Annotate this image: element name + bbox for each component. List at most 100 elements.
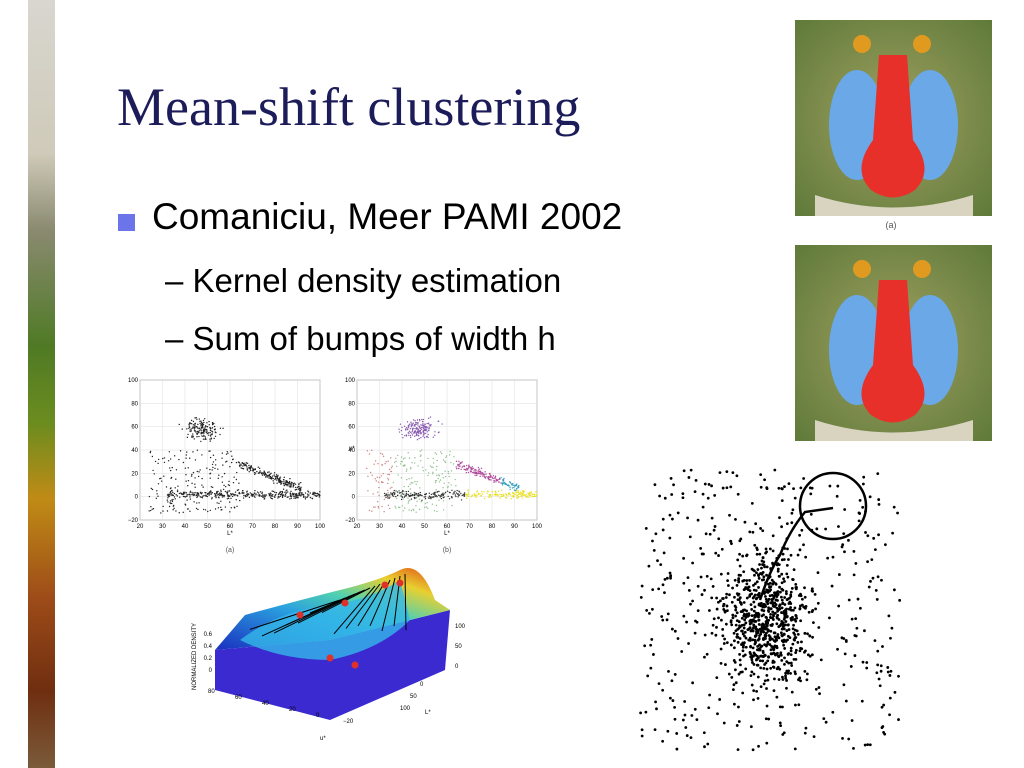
dot bbox=[217, 468, 219, 470]
dot bbox=[390, 457, 392, 459]
dot bbox=[367, 475, 369, 478]
dot bbox=[830, 584, 834, 588]
dot bbox=[770, 637, 774, 641]
dot bbox=[272, 477, 274, 480]
dot bbox=[395, 457, 397, 459]
dot bbox=[775, 695, 779, 699]
dot bbox=[436, 510, 438, 513]
dot bbox=[319, 490, 321, 493]
dot bbox=[721, 634, 725, 638]
dot bbox=[861, 660, 865, 664]
dot bbox=[468, 465, 470, 468]
dot bbox=[428, 495, 431, 497]
dot bbox=[877, 502, 881, 506]
dot bbox=[710, 484, 713, 488]
dot bbox=[645, 609, 649, 612]
dot bbox=[216, 492, 218, 494]
dot bbox=[670, 627, 674, 631]
dot bbox=[489, 472, 491, 475]
dot bbox=[435, 489, 437, 491]
dot bbox=[496, 479, 499, 482]
dot bbox=[712, 528, 716, 532]
dot bbox=[886, 666, 890, 669]
dot bbox=[221, 509, 223, 511]
dot bbox=[419, 426, 421, 429]
dot bbox=[877, 677, 881, 681]
dot bbox=[499, 497, 501, 499]
dot bbox=[401, 426, 403, 429]
dot bbox=[169, 491, 171, 494]
dot bbox=[716, 712, 719, 716]
dot bbox=[517, 486, 520, 489]
dot bbox=[792, 568, 796, 572]
dot bbox=[647, 564, 651, 568]
dot bbox=[886, 670, 890, 674]
dot bbox=[755, 613, 759, 616]
dot bbox=[671, 699, 675, 702]
dot bbox=[402, 464, 404, 467]
dot bbox=[450, 470, 453, 472]
dot bbox=[474, 474, 476, 477]
dot bbox=[782, 611, 786, 615]
eye bbox=[913, 35, 931, 53]
dot bbox=[490, 479, 492, 481]
dot bbox=[300, 481, 302, 484]
dot bbox=[880, 578, 883, 582]
dot bbox=[877, 533, 880, 537]
dot bbox=[739, 670, 743, 674]
dot bbox=[206, 495, 209, 498]
dot bbox=[254, 496, 256, 498]
dot bbox=[211, 423, 214, 426]
dot bbox=[812, 621, 815, 625]
dot bbox=[418, 431, 420, 434]
dot bbox=[858, 512, 862, 515]
dot bbox=[481, 490, 483, 493]
dot bbox=[780, 658, 784, 662]
dot bbox=[463, 494, 466, 496]
dot bbox=[182, 495, 185, 498]
dot bbox=[765, 624, 769, 628]
dot bbox=[230, 507, 233, 509]
mode-path bbox=[357, 581, 386, 627]
dot bbox=[209, 491, 211, 493]
dot bbox=[745, 579, 749, 582]
dot bbox=[780, 627, 784, 631]
dot bbox=[414, 419, 416, 422]
dot bbox=[517, 495, 520, 498]
dot bbox=[389, 487, 391, 489]
dot bbox=[499, 493, 501, 496]
dot bbox=[383, 498, 386, 501]
dot bbox=[474, 468, 476, 471]
dot bbox=[402, 498, 404, 500]
dot bbox=[805, 678, 809, 682]
dot bbox=[270, 472, 272, 475]
dot bbox=[773, 631, 777, 635]
dot bbox=[719, 572, 723, 576]
dot bbox=[263, 495, 265, 497]
dot bbox=[157, 495, 159, 497]
dot bbox=[762, 609, 766, 613]
dot bbox=[873, 639, 877, 643]
mode-path bbox=[297, 591, 361, 624]
dot bbox=[745, 612, 749, 616]
dot bbox=[500, 495, 502, 498]
dot bbox=[723, 637, 727, 641]
dot bbox=[735, 611, 739, 615]
dot bbox=[441, 473, 443, 475]
dot bbox=[443, 482, 445, 484]
dot bbox=[712, 617, 716, 621]
dot bbox=[421, 418, 423, 421]
dot bbox=[307, 495, 309, 497]
dot bbox=[411, 423, 413, 425]
dot bbox=[752, 609, 756, 613]
dot bbox=[891, 531, 895, 535]
dot bbox=[274, 477, 277, 480]
dot bbox=[732, 702, 736, 706]
dot bbox=[420, 432, 422, 435]
dot bbox=[387, 504, 390, 507]
dot bbox=[405, 492, 408, 495]
dot bbox=[246, 468, 248, 470]
dot bbox=[420, 428, 423, 430]
dot bbox=[227, 497, 230, 500]
dot bbox=[211, 486, 214, 488]
